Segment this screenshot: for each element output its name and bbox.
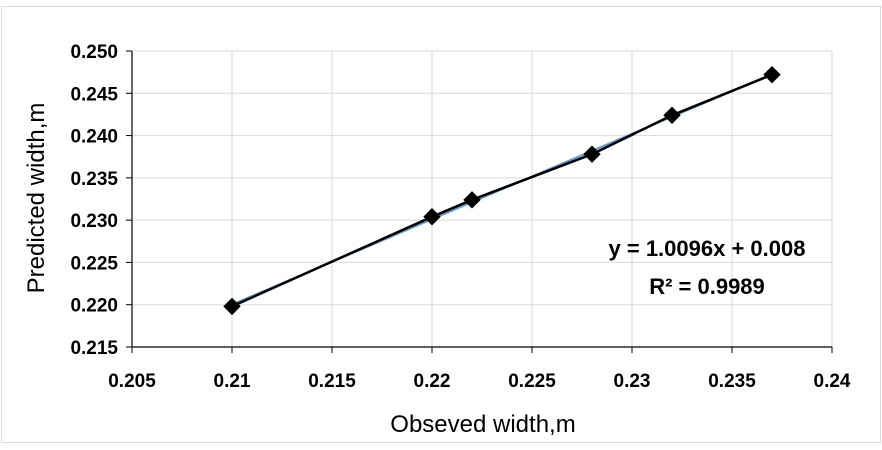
chart-border (1, 6, 881, 443)
data-point-diamond (463, 191, 481, 209)
y-tick-label: 0.245 (70, 84, 118, 105)
x-tick-label: 0.21 (214, 371, 251, 392)
x-tick-label: 0.235 (708, 371, 756, 392)
y-tick-label: 0.230 (70, 211, 118, 232)
data-point-diamond (223, 297, 241, 316)
y-tick-label: 0.220 (70, 296, 118, 317)
y-tick-label: 0.235 (70, 169, 118, 190)
tick-labels: 0.205 0.21 0.215 0.22 0.225 0.23 0.235 0.24 0.21… (70, 42, 850, 392)
data-point-diamond (423, 208, 441, 226)
series-line (231, 73, 773, 308)
data-point-diamond (583, 145, 601, 163)
y-tick-label: 0.225 (70, 253, 118, 274)
axes (126, 50, 833, 353)
x-tick-label: 0.225 (508, 371, 556, 392)
r-squared-label: R² = 0.9989 (649, 274, 765, 299)
x-tick-label: 0.24 (814, 371, 851, 392)
x-tick-label: 0.215 (308, 371, 356, 392)
gridlines (132, 50, 833, 347)
x-axis-label: Obseved width,m (390, 411, 575, 438)
x-tick-label: 0.23 (614, 371, 651, 392)
y-tick-label: 0.240 (70, 127, 118, 148)
data-point-diamond (763, 65, 781, 84)
y-tick-label: 0.215 (70, 338, 118, 359)
series-layer (223, 65, 781, 316)
y-axis-label: Predicted width,m (23, 103, 50, 294)
data-point-diamond (663, 106, 681, 124)
x-tick-label: 0.22 (414, 371, 451, 392)
x-tick-label: 0.205 (108, 371, 156, 392)
y-tick-label: 0.250 (70, 42, 118, 63)
trendline-equation: y = 1.0096x + 0.008 (609, 236, 806, 261)
